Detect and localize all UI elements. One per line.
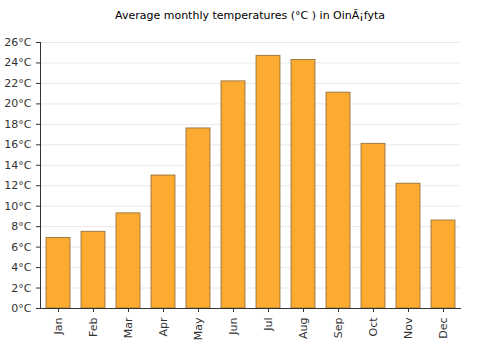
svg-text:May: May bbox=[192, 317, 205, 340]
svg-text:22°C: 22°C bbox=[4, 77, 31, 90]
svg-text:6°C: 6°C bbox=[11, 241, 31, 254]
svg-text:Oct: Oct bbox=[367, 317, 380, 337]
svg-text:16°C: 16°C bbox=[4, 138, 31, 151]
svg-text:Feb: Feb bbox=[87, 317, 100, 336]
svg-text:Jul: Jul bbox=[262, 318, 275, 332]
svg-text:8°C: 8°C bbox=[11, 220, 31, 233]
svg-text:Dec: Dec bbox=[437, 318, 450, 339]
svg-text:Jun: Jun bbox=[227, 317, 240, 335]
svg-text:Apr: Apr bbox=[157, 317, 170, 337]
svg-text:4°C: 4°C bbox=[11, 261, 31, 274]
svg-text:24°C: 24°C bbox=[4, 56, 31, 69]
svg-text:18°C: 18°C bbox=[4, 118, 31, 131]
html-text:Average monthly temperatures (: Average monthly temperatures (°C ) in Oi… bbox=[115, 9, 385, 22]
svg-text:Nov: Nov bbox=[402, 317, 415, 339]
svg-text:Sep: Sep bbox=[332, 317, 345, 338]
svg-text:0°C: 0°C bbox=[11, 302, 31, 315]
svg-text:20°C: 20°C bbox=[4, 97, 31, 110]
svg-text:Aug: Aug bbox=[297, 318, 310, 339]
svg-text:10°C: 10°C bbox=[4, 200, 31, 213]
svg-text:14°C: 14°C bbox=[4, 159, 31, 172]
svg-text:26°C: 26°C bbox=[4, 36, 31, 49]
svg-text:2°C: 2°C bbox=[11, 282, 31, 295]
svg-text:Mar: Mar bbox=[122, 317, 135, 338]
svg-text:12°C: 12°C bbox=[4, 179, 31, 192]
svg-text:Jan: Jan bbox=[52, 317, 65, 335]
